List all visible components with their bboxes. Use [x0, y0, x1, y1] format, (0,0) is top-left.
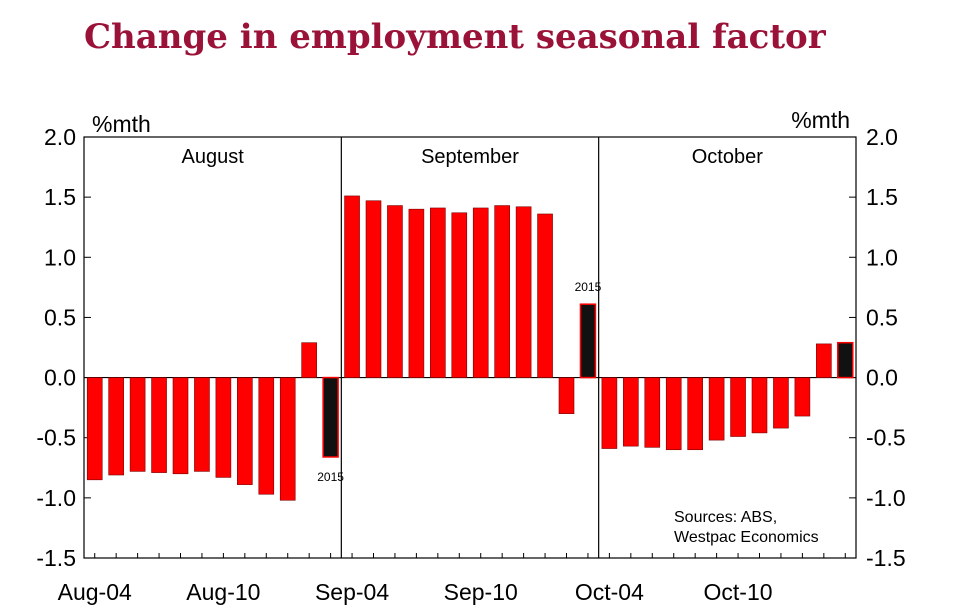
highlight-label-2015: 2015 — [317, 470, 344, 484]
bar-sep-15 — [579, 303, 597, 379]
panel-label: August — [182, 146, 245, 168]
bar-aug-06 — [129, 377, 146, 472]
bar-sep-09 — [451, 212, 468, 378]
bar-sep-07 — [408, 208, 425, 378]
source-line-2: Westpac Economics — [674, 529, 819, 546]
axis-labels: 2.0 2.0 1.5 1.5 1.0 1.0 0.5 0.5 0.0 0.0 -0.5 -0.5 -1… — [36, 124, 905, 605]
y-tick-label-left: 1.0 — [44, 244, 76, 270]
y-tick-label-right: 0.0 — [866, 365, 898, 391]
x-tick-label: Oct-10 — [704, 579, 773, 605]
chart-title: Change in employment seasonal factor — [84, 17, 827, 57]
plot-frame — [83, 136, 857, 559]
y-tick-label-left: 0.5 — [44, 304, 76, 330]
x-tick-label: Sep-10 — [444, 579, 518, 605]
bar-oct-10 — [730, 377, 746, 437]
bar-aug-05 — [108, 377, 124, 476]
bar-sep-13 — [537, 213, 553, 378]
y-tick-label-right: -1.5 — [866, 545, 906, 571]
bar-aug-07 — [151, 377, 167, 473]
y-tick-label-right: -1.0 — [866, 485, 906, 511]
bar-sep-10 — [472, 207, 489, 378]
bar-oct-08 — [687, 377, 703, 451]
y-tick-label-right: 0.5 — [866, 304, 898, 330]
bar-oct-06 — [644, 377, 661, 448]
bar-aug-08 — [172, 377, 189, 475]
y-tick-label-left: 2.0 — [44, 124, 76, 150]
x-tick-label: Sep-04 — [315, 579, 389, 605]
y-tick-label-left: -1.5 — [36, 545, 76, 571]
bar-aug-15 — [322, 376, 339, 458]
bar-aug-10 — [215, 377, 232, 478]
bar-oct-11 — [751, 377, 768, 434]
bar-oct-12 — [773, 377, 789, 429]
bar-oct-13 — [794, 377, 811, 417]
bar-oct-04 — [601, 377, 618, 449]
bar-sep-12 — [515, 206, 532, 378]
bar-oct-05 — [623, 377, 639, 447]
bar-sep-08 — [430, 207, 446, 378]
y-axis-label-left: %mth — [92, 111, 151, 137]
panel-label: October — [692, 146, 763, 168]
bar-aug-11 — [237, 377, 253, 485]
bar-series — [86, 195, 854, 501]
bar-sep-05 — [365, 200, 382, 378]
bar-oct-09 — [708, 377, 725, 441]
y-tick-label-right: -0.5 — [866, 425, 906, 451]
bar-sep-11 — [494, 205, 510, 378]
bar-sep-06 — [387, 205, 403, 378]
bar-oct-14 — [816, 343, 832, 378]
y-axis-label-right: %mth — [791, 107, 850, 133]
bar-oct-15 — [837, 341, 854, 379]
bar-sep-04 — [344, 195, 360, 378]
y-tick-label-right: 1.5 — [866, 184, 898, 210]
bar-aug-12 — [258, 377, 275, 495]
panel-label: September — [421, 146, 519, 168]
bar-oct-07 — [665, 377, 682, 451]
y-tick-label-left: -0.5 — [36, 425, 76, 451]
bar-aug-13 — [279, 377, 296, 501]
bar-sep-14 — [558, 377, 575, 414]
y-tick-label-right: 1.0 — [866, 244, 898, 270]
plot-border — [83, 136, 857, 559]
bar-aug-04 — [86, 377, 103, 481]
y-tick-label-right: 2.0 — [866, 124, 898, 150]
x-tick-label: Aug-10 — [186, 579, 260, 605]
x-tick-label: Oct-04 — [575, 579, 644, 605]
y-tick-label-left: 0.0 — [44, 365, 76, 391]
y-tick-label-left: 1.5 — [44, 184, 76, 210]
x-tick-label: Aug-04 — [58, 579, 132, 605]
bar-aug-14 — [301, 342, 317, 378]
highlight-label-2015: 2015 — [575, 280, 602, 294]
source-line-1: Sources: ABS, — [674, 509, 777, 526]
bar-aug-09 — [194, 377, 210, 472]
y-tick-label-left: -1.0 — [36, 485, 76, 511]
